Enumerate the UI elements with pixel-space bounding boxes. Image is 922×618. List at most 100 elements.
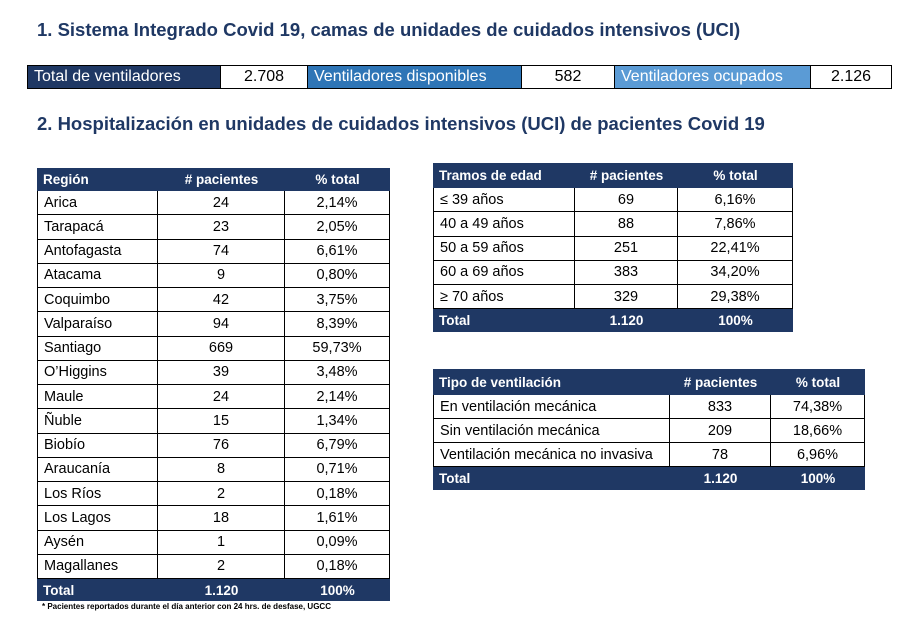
percent-total-cell: 59,73% bbox=[285, 336, 390, 361]
percent-column-header: % total bbox=[315, 172, 360, 187]
percent-total-cell: 74,38% bbox=[771, 395, 865, 419]
total-percent-cell: 100% bbox=[800, 471, 836, 486]
regions-table-footnote: * Pacientes reportados durante el día an… bbox=[42, 602, 331, 611]
patients-count-cell: 39 bbox=[158, 360, 285, 385]
region-name-cell: O’Higgins bbox=[37, 360, 158, 385]
age-groups-table: Tramos de edad # pacientes % total ≤ 39 … bbox=[433, 163, 793, 333]
table-total-row: Total 1.120 100% bbox=[37, 579, 390, 601]
region-name-cell: Arica bbox=[37, 191, 158, 216]
available-ventilators-value: 582 bbox=[521, 66, 614, 88]
table-header-row: Tramos de edad # pacientes % total bbox=[433, 163, 793, 188]
patients-count-cell: 669 bbox=[158, 336, 285, 361]
table-row: Arica 24 2,14% bbox=[37, 191, 390, 216]
region-name-cell: Valparaíso bbox=[37, 312, 158, 337]
total-patients-cell: 1.120 bbox=[703, 471, 738, 486]
patients-count-cell: 24 bbox=[158, 385, 285, 410]
patients-count-cell: 251 bbox=[575, 236, 678, 261]
table-row: Biobío 76 6,79% bbox=[37, 433, 390, 458]
patients-column-header: # pacientes bbox=[184, 172, 259, 187]
ventilators-summary-bar: Total de ventiladores 2.708 Ventiladores… bbox=[27, 65, 892, 89]
table-row: Antofagasta 74 6,61% bbox=[37, 239, 390, 264]
table-row: En ventilación mecánica 833 74,38% bbox=[433, 395, 865, 419]
table-row: Ñuble 15 1,34% bbox=[37, 409, 390, 434]
section-2-title: 2. Hospitalización en unidades de cuidad… bbox=[37, 113, 765, 134]
total-percent-cell: 100% bbox=[718, 313, 753, 329]
table-row: 40 a 49 años 88 7,86% bbox=[433, 212, 793, 237]
percent-column-header: % total bbox=[713, 168, 758, 183]
patients-count-cell: 76 bbox=[158, 433, 285, 458]
total-ventilators-value: 2.708 bbox=[220, 66, 307, 88]
region-name-cell: Los Lagos bbox=[37, 506, 158, 531]
table-row: Valparaíso 94 8,39% bbox=[37, 312, 390, 337]
region-name-cell: Antofagasta bbox=[37, 239, 158, 264]
total-label-cell: Total bbox=[43, 582, 75, 598]
ventilation-type-cell: Sin ventilación mecánica bbox=[433, 419, 670, 443]
age-range-cell: 40 a 49 años bbox=[433, 212, 575, 237]
percent-total-cell: 34,20% bbox=[678, 260, 793, 285]
patients-count-cell: 209 bbox=[670, 419, 771, 443]
patients-count-cell: 2 bbox=[158, 554, 285, 579]
table-row: Los Lagos 18 1,61% bbox=[37, 506, 390, 531]
percent-total-cell: 22,41% bbox=[678, 236, 793, 261]
table-row: Araucanía 8 0,71% bbox=[37, 457, 390, 482]
percent-column-header: % total bbox=[795, 374, 841, 390]
total-ventilators-label: Total de ventiladores bbox=[28, 66, 220, 88]
section-1-title: 1. Sistema Integrado Covid 19, camas de … bbox=[37, 19, 741, 40]
total-percent-cell: 100% bbox=[320, 582, 355, 598]
table-row: 50 a 59 años 251 22,41% bbox=[433, 236, 793, 261]
patients-count-cell: 24 bbox=[158, 191, 285, 216]
table-row: O’Higgins 39 3,48% bbox=[37, 360, 390, 385]
percent-total-cell: 1,34% bbox=[285, 409, 390, 434]
age-range-column-header: Tramos de edad bbox=[439, 168, 542, 183]
total-patients-cell: 1.120 bbox=[609, 313, 644, 329]
percent-total-cell: 1,61% bbox=[285, 506, 390, 531]
available-ventilators-label: Ventiladores disponibles bbox=[307, 66, 521, 88]
percent-total-cell: 29,38% bbox=[678, 285, 793, 310]
region-name-cell: Magallanes bbox=[37, 554, 158, 579]
table-total-row: Total 1.120 100% bbox=[433, 467, 865, 490]
region-name-cell: Araucanía bbox=[37, 457, 158, 482]
table-row: ≥ 70 años 329 29,38% bbox=[433, 285, 793, 310]
patients-count-cell: 74 bbox=[158, 239, 285, 264]
region-name-cell: Coquimbo bbox=[37, 288, 158, 313]
percent-total-cell: 0,18% bbox=[285, 482, 390, 507]
patients-count-cell: 9 bbox=[158, 263, 285, 288]
patients-count-cell: 15 bbox=[158, 409, 285, 434]
percent-total-cell: 2,05% bbox=[285, 215, 390, 240]
percent-total-cell: 6,79% bbox=[285, 433, 390, 458]
table-row: Atacama 9 0,80% bbox=[37, 263, 390, 288]
patients-count-cell: 94 bbox=[158, 312, 285, 337]
occupied-ventilators-label: Ventiladores ocupados bbox=[614, 66, 810, 88]
patients-count-cell: 8 bbox=[158, 457, 285, 482]
patients-count-cell: 42 bbox=[158, 288, 285, 313]
age-range-cell: ≤ 39 años bbox=[433, 188, 575, 213]
table-row: 60 a 69 años 383 34,20% bbox=[433, 260, 793, 285]
patients-count-cell: 1 bbox=[158, 530, 285, 555]
percent-total-cell: 6,16% bbox=[678, 188, 793, 213]
patients-count-cell: 88 bbox=[575, 212, 678, 237]
percent-total-cell: 3,48% bbox=[285, 360, 390, 385]
patients-count-cell: 833 bbox=[670, 395, 771, 419]
patients-count-cell: 329 bbox=[575, 285, 678, 310]
region-name-cell: Atacama bbox=[37, 263, 158, 288]
table-row: Aysén 1 0,09% bbox=[37, 530, 390, 555]
percent-total-cell: 8,39% bbox=[285, 312, 390, 337]
regions-table: Región # pacientes % total Arica 24 2,14… bbox=[37, 168, 390, 601]
table-header-row: Tipo de ventilación # pacientes % total bbox=[433, 369, 865, 395]
ventilation-type-column-header: Tipo de ventilación bbox=[439, 374, 562, 390]
percent-total-cell: 7,86% bbox=[678, 212, 793, 237]
region-column-header: Región bbox=[43, 172, 89, 187]
table-row: ≤ 39 años 69 6,16% bbox=[433, 188, 793, 213]
percent-total-cell: 2,14% bbox=[285, 191, 390, 216]
total-label-cell: Total bbox=[439, 471, 471, 486]
total-patients-cell: 1.120 bbox=[204, 582, 239, 598]
ventilation-type-table: Tipo de ventilación # pacientes % total … bbox=[433, 369, 865, 490]
patients-count-cell: 69 bbox=[575, 188, 678, 213]
patients-column-header: # pacientes bbox=[683, 374, 758, 390]
patients-count-cell: 78 bbox=[670, 443, 771, 467]
percent-total-cell: 0,71% bbox=[285, 457, 390, 482]
age-range-cell: 50 a 59 años bbox=[433, 236, 575, 261]
percent-total-cell: 0,09% bbox=[285, 530, 390, 555]
table-row: Coquimbo 42 3,75% bbox=[37, 288, 390, 313]
percent-total-cell: 6,61% bbox=[285, 239, 390, 264]
